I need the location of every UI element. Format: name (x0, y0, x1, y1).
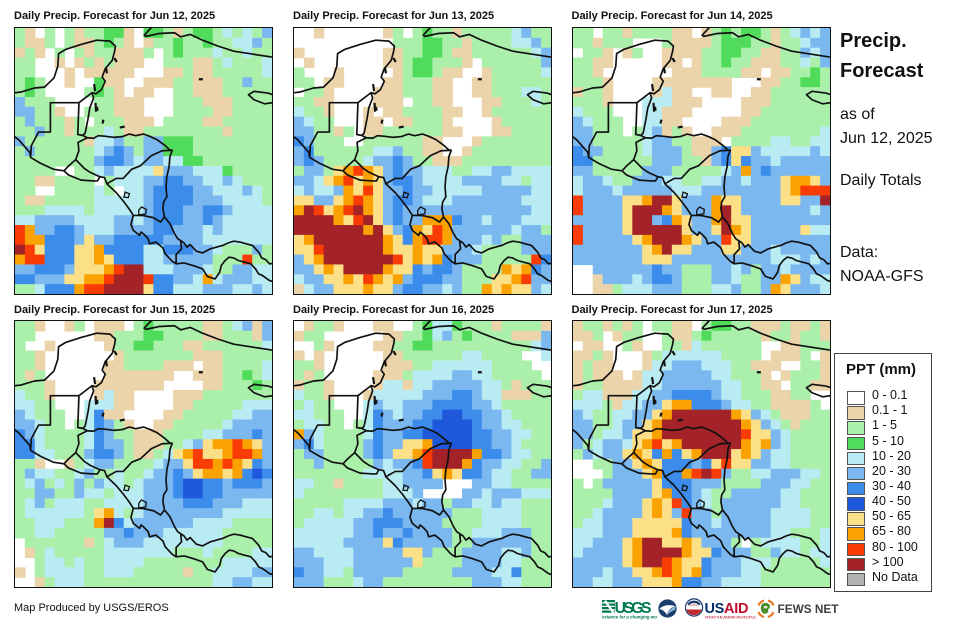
svg-text:FROM THE AMERICAN PEOPLE: FROM THE AMERICAN PEOPLE (705, 615, 756, 620)
svg-text:USGS: USGS (615, 600, 652, 617)
svg-text:FEWS NET: FEWS NET (778, 602, 840, 616)
svg-text:USAID: USAID (705, 601, 749, 617)
svg-text:science for a changing world: science for a changing world (602, 615, 657, 620)
